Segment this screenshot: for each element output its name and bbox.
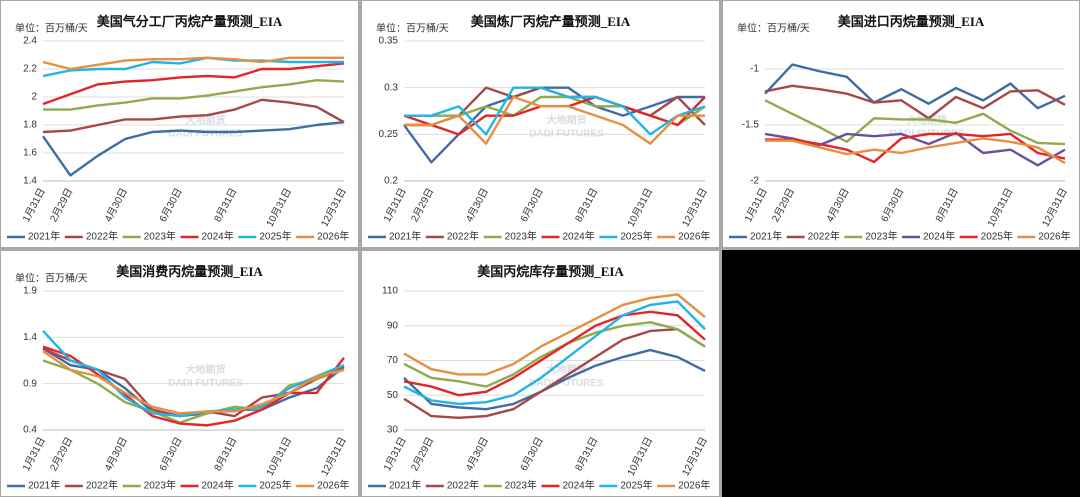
- series-line: [42, 56, 344, 78]
- legend-label: 2023年: [144, 479, 176, 492]
- series-line: [403, 348, 706, 411]
- y-tick-label: 0.2: [384, 176, 398, 187]
- y-tick-label: 1.8: [23, 120, 37, 131]
- y-tick-label: 50: [387, 390, 399, 401]
- legend-label: 2026年: [678, 230, 710, 243]
- legend-label: 2024年: [923, 230, 955, 243]
- series-line: [42, 330, 345, 418]
- legend-label: 2026年: [317, 479, 349, 492]
- legend-label: 2021年: [389, 230, 421, 243]
- legend-label: 2025年: [620, 479, 652, 492]
- y-tick-label: 70: [387, 355, 399, 366]
- legend-label: 2022年: [447, 230, 479, 243]
- series-line: [43, 79, 345, 111]
- y-tick-label: 110: [382, 286, 398, 297]
- legend-label: 2022年: [86, 479, 118, 492]
- y-tick-label: 90: [387, 320, 399, 331]
- chart-title: 美国气分工厂丙烷产量预测_EIA: [97, 14, 283, 29]
- chart-title: 美国消费丙烷量预测_EIA: [116, 264, 263, 279]
- series-line: [42, 56, 344, 71]
- legend-label: 2025年: [259, 230, 291, 243]
- series-line: [42, 359, 345, 424]
- series-line: [42, 121, 345, 177]
- y-tick-label: 0.35: [379, 36, 399, 47]
- legend-label: 2021年: [750, 230, 782, 243]
- series-line: [404, 86, 706, 136]
- watermark-en: DADI FUTURES: [168, 129, 243, 140]
- y-tick-label: 1.6: [23, 148, 37, 159]
- series-line: [42, 345, 345, 427]
- legend-label: 2023年: [505, 230, 537, 243]
- unit-label: 单位：百万桶/天: [15, 22, 88, 35]
- unit-label: 单位：百万桶/天: [376, 22, 449, 35]
- y-tick-label: 1.4: [23, 332, 37, 343]
- series-line: [403, 328, 706, 420]
- series-line: [403, 293, 706, 376]
- y-tick-label: 30: [387, 425, 399, 436]
- legend-label: 2024年: [563, 230, 595, 243]
- y-tick-label: 0.9: [23, 378, 37, 389]
- legend-label: 2026年: [678, 479, 710, 492]
- watermark-en: DADI FUTURES: [529, 129, 604, 140]
- y-tick-label: -2: [750, 176, 759, 187]
- series-line: [765, 137, 1066, 165]
- series-line: [403, 321, 706, 388]
- legend-label: 2024年: [563, 479, 595, 492]
- series-line: [764, 63, 1066, 110]
- legend-label: 2022年: [86, 230, 118, 243]
- series-line: [403, 86, 705, 164]
- panel: [1, 1, 358, 247]
- series-line: [42, 62, 345, 106]
- legend-label: 2021年: [389, 479, 421, 492]
- watermark: 大地期货: [547, 114, 587, 127]
- series-line: [42, 98, 345, 134]
- y-tick-label: 0.3: [384, 82, 398, 93]
- legend-label: 2024年: [202, 479, 234, 492]
- panel: [1, 251, 358, 496]
- watermark: 大地期货: [186, 363, 226, 376]
- legend-label: 2022年: [447, 479, 479, 492]
- y-tick-label: 1.4: [23, 176, 37, 187]
- y-tick-label: 2: [31, 92, 37, 103]
- watermark-en: DADI FUTURES: [168, 378, 243, 389]
- y-tick-label: -1.5: [742, 120, 760, 131]
- legend-label: 2022年: [808, 230, 840, 243]
- legend-label: 2026年: [317, 230, 349, 243]
- y-tick-label: -1: [750, 64, 759, 75]
- y-tick-label: 2.4: [23, 36, 37, 47]
- legend-label: 2025年: [981, 230, 1013, 243]
- unit-label: 单位：百万桶/天: [15, 272, 88, 285]
- y-tick-label: 2.2: [23, 64, 37, 75]
- series-line: [765, 132, 1066, 164]
- watermark-en: DADI FUTURES: [529, 378, 604, 389]
- legend-label: 2026年: [1038, 230, 1070, 243]
- chart-title: 美国丙烷库存量预测_EIA: [477, 264, 624, 279]
- legend-label: 2023年: [865, 230, 897, 243]
- legend-label: 2025年: [620, 230, 652, 243]
- legend-label: 2025年: [259, 479, 291, 492]
- chart-title: 美国进口丙烷量预测_EIA: [838, 14, 985, 29]
- unit-label: 单位：百万桶/天: [737, 22, 810, 35]
- empty-panel: [722, 250, 1080, 497]
- chart-title: 美国炼厂丙烷产量预测_EIA: [471, 14, 631, 29]
- series-line: [403, 310, 706, 397]
- legend-label: 2024年: [202, 230, 234, 243]
- legend-label: 2023年: [144, 230, 176, 243]
- series-line: [764, 84, 1066, 120]
- series-line: [42, 350, 345, 415]
- legend-label: 2021年: [28, 479, 60, 492]
- y-tick-label: 1.9: [23, 286, 37, 297]
- y-tick-label: 0.25: [379, 129, 399, 140]
- series-line: [403, 300, 706, 406]
- legend-label: 2023年: [505, 479, 537, 492]
- series-line: [764, 99, 1066, 146]
- legend-label: 2021年: [28, 230, 60, 243]
- panel: [723, 1, 1079, 247]
- y-tick-label: 0.4: [23, 425, 37, 436]
- series-line: [404, 95, 705, 145]
